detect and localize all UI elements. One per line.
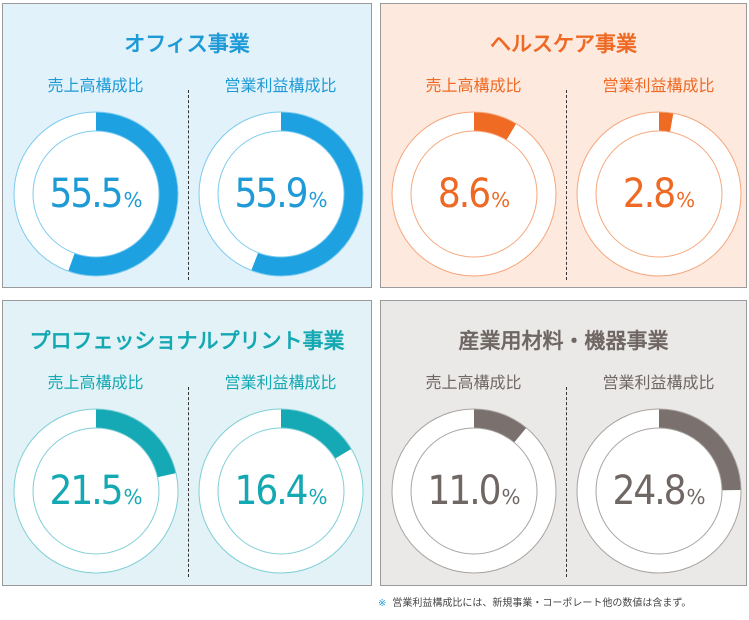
- donut-svg: [576, 111, 742, 277]
- donut-value-number: 24.8: [612, 468, 686, 514]
- donut-svg: [576, 408, 742, 574]
- operating-profit-ratio-donut: 55.9%: [196, 109, 366, 279]
- donut-inner-ring: [410, 130, 538, 258]
- operating-profit-ratio-label: 営業利益構成比: [224, 76, 337, 95]
- donut-segment: [659, 112, 674, 132]
- panel-title: ヘルスケア事業: [490, 32, 637, 56]
- panel-industrial-materials: 産業用材料・機器事業 売上高構成比 営業利益構成比 11.0% 24.8%: [380, 300, 747, 586]
- donut-inner-ring: [32, 427, 160, 555]
- donut-value-unit: %: [123, 188, 143, 212]
- donut-segment: [96, 409, 177, 478]
- donut-outer-ring: [13, 408, 179, 574]
- donut-background: [392, 112, 556, 276]
- donut-value: 11.0%: [389, 406, 559, 576]
- donut-value-unit: %: [123, 485, 143, 509]
- panel-title: オフィス事業: [124, 32, 250, 56]
- sales-ratio-donut: 11.0%: [389, 406, 559, 576]
- donut-value-number: 11.0: [427, 468, 501, 514]
- donut-value-unit: %: [308, 485, 328, 509]
- panel-professional-print: プロフェッショナルプリント事業 売上高構成比 営業利益構成比 21.5% 16.…: [2, 300, 372, 586]
- sales-ratio-donut: 8.6%: [389, 109, 559, 279]
- donut-value: 24.8%: [574, 406, 744, 576]
- donut-value-number: 55.9: [234, 171, 308, 217]
- donut-value-number: 16.4: [234, 468, 308, 514]
- donut-background: [199, 409, 363, 573]
- footnote-text: 営業利益構成比には、新規事業・コーポレート他の数値は含まず。: [392, 598, 692, 609]
- panel-title: 産業用材料・機器事業: [458, 329, 669, 353]
- panel-title: プロフェッショナルプリント事業: [29, 329, 345, 353]
- donut-value-unit: %: [501, 485, 521, 509]
- donut-svg: [13, 408, 179, 574]
- donut-outer-ring: [198, 408, 364, 574]
- donut-inner-ring: [595, 130, 723, 258]
- operating-profit-ratio-label: 営業利益構成比: [224, 373, 337, 392]
- donut-background: [392, 409, 556, 573]
- donut-segment: [474, 409, 527, 443]
- donut-background: [14, 112, 178, 276]
- operating-profit-ratio-donut: 2.8%: [574, 109, 744, 279]
- donut-svg: [198, 408, 364, 574]
- donut-value-number: 21.5: [49, 468, 123, 514]
- donut-svg: [391, 408, 557, 574]
- footnote-mark: ※: [378, 598, 387, 609]
- donut-background: [577, 112, 741, 276]
- dashed-divider: [188, 90, 189, 280]
- donut-value-unit: %: [686, 485, 706, 509]
- donut-inner-ring: [217, 427, 345, 555]
- donut-segment: [68, 112, 179, 276]
- donut-outer-ring: [198, 111, 364, 277]
- donut-segment: [281, 409, 352, 459]
- donut-value-unit: %: [676, 188, 696, 212]
- panel-healthcare: ヘルスケア事業 売上高構成比 営業利益構成比 8.6% 2.8%: [380, 3, 747, 288]
- operating-profit-ratio-label: 営業利益構成比: [602, 373, 715, 392]
- donut-segment: [251, 112, 364, 276]
- dashed-divider: [188, 387, 189, 577]
- operating-profit-ratio-donut: 24.8%: [574, 406, 744, 576]
- dashed-divider: [566, 387, 567, 577]
- donut-svg: [198, 111, 364, 277]
- operating-profit-ratio-donut: 16.4%: [196, 406, 366, 576]
- operating-profit-ratio-label: 営業利益構成比: [602, 76, 715, 95]
- sales-ratio-label: 売上高構成比: [425, 76, 522, 95]
- donut-value: 16.4%: [196, 406, 366, 576]
- donut-value-number: 2.8: [622, 171, 676, 217]
- donut-value: 21.5%: [11, 406, 181, 576]
- donut-inner-ring: [32, 130, 160, 258]
- donut-outer-ring: [576, 408, 742, 574]
- donut-outer-ring: [391, 408, 557, 574]
- sales-ratio-donut: 55.5%: [11, 109, 181, 279]
- donut-value-number: 8.6: [437, 171, 491, 217]
- donut-svg: [13, 111, 179, 277]
- donut-svg: [391, 111, 557, 277]
- donut-background: [14, 409, 178, 573]
- sales-ratio-label: 売上高構成比: [47, 373, 144, 392]
- donut-value-unit: %: [491, 188, 511, 212]
- donut-value: 2.8%: [574, 109, 744, 279]
- donut-background: [577, 409, 741, 573]
- donut-inner-ring: [217, 130, 345, 258]
- donut-inner-ring: [410, 427, 538, 555]
- donut-value-number: 55.5: [49, 171, 123, 217]
- donut-outer-ring: [576, 111, 742, 277]
- donut-segment: [659, 409, 741, 491]
- donut-background: [199, 112, 363, 276]
- donut-outer-ring: [13, 111, 179, 277]
- donut-value: 8.6%: [389, 109, 559, 279]
- donut-outer-ring: [391, 111, 557, 277]
- donut-value-unit: %: [308, 188, 328, 212]
- sales-ratio-label: 売上高構成比: [47, 76, 144, 95]
- dashed-divider: [566, 90, 567, 280]
- donut-value: 55.5%: [11, 109, 181, 279]
- panel-office: オフィス事業 売上高構成比 営業利益構成比 55.5% 55.9%: [2, 3, 372, 288]
- donut-inner-ring: [595, 427, 723, 555]
- sales-ratio-donut: 21.5%: [11, 406, 181, 576]
- footnote: ※ 営業利益構成比には、新規事業・コーポレート他の数値は含まず。: [378, 594, 691, 609]
- sales-ratio-label: 売上高構成比: [425, 373, 522, 392]
- donut-segment: [474, 112, 517, 140]
- donut-value: 55.9%: [196, 109, 366, 279]
